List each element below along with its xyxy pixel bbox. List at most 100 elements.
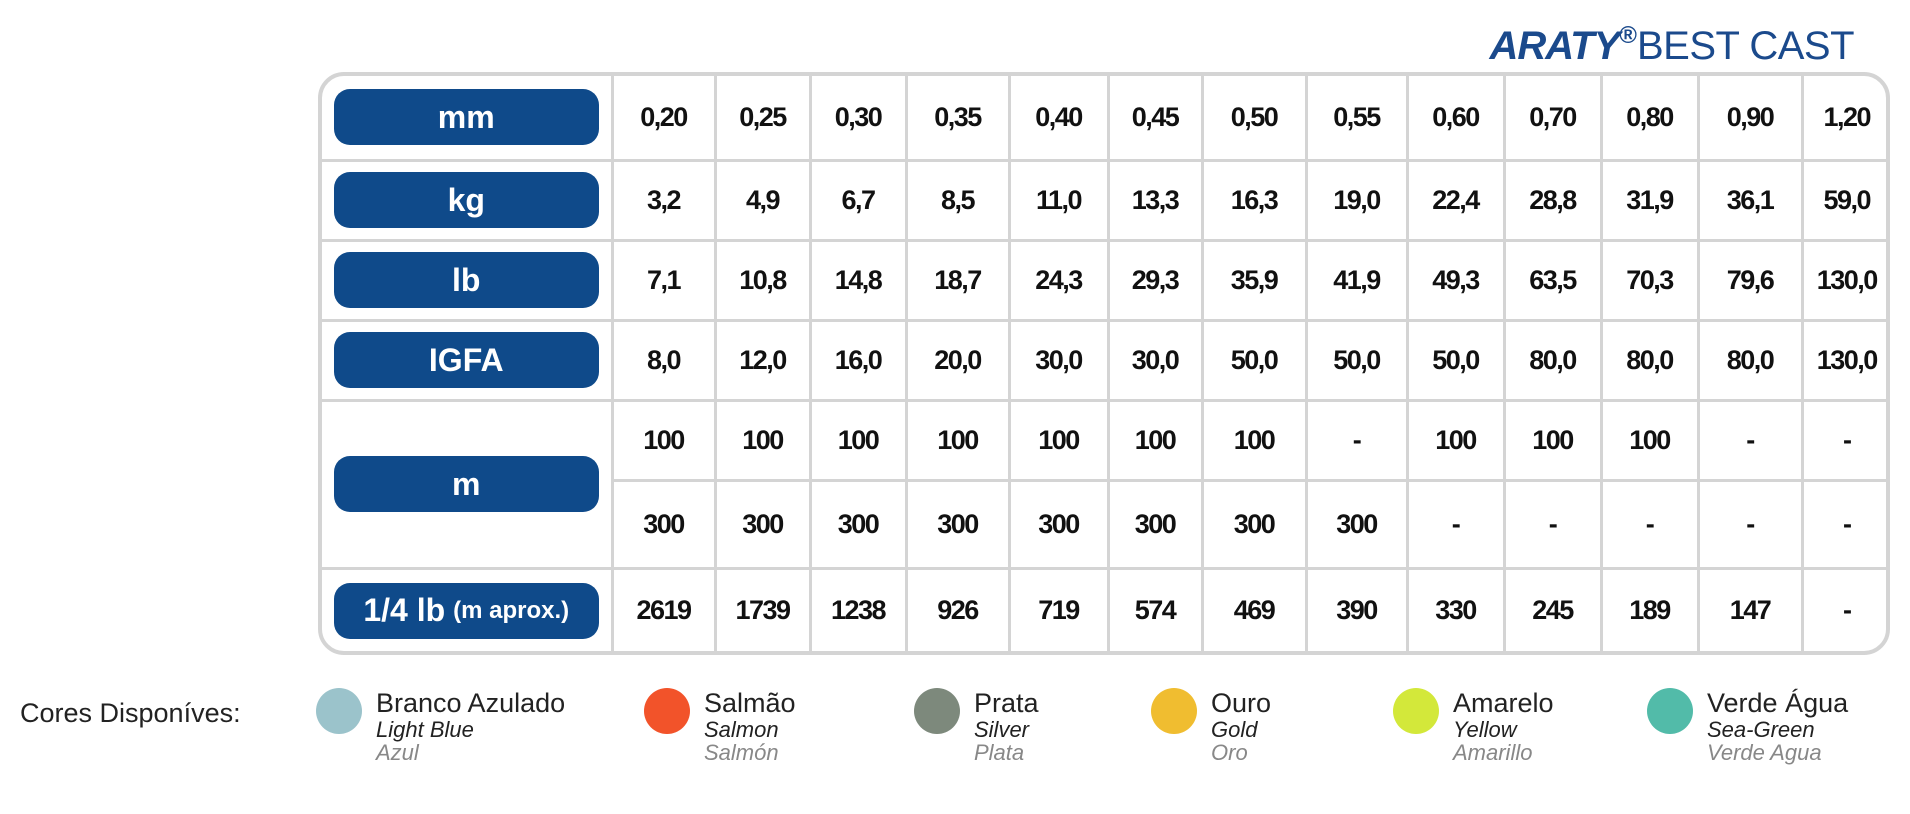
value-cell: 14,8: [808, 238, 908, 322]
value-cell: 100: [713, 398, 812, 482]
color-name-es: Oro: [1211, 740, 1248, 765]
spec-table: mm 0,20 0,25 0,30 0,35 0,40 0,45 0,50 0,55 0,60 0,…: [318, 72, 1890, 655]
value-cell: 12,0: [713, 318, 812, 402]
value-cell: -: [1696, 478, 1804, 570]
value-cell: 70,3: [1599, 238, 1700, 322]
row-label-text: mm: [437, 98, 495, 135]
row-label-cell: 1/4 lb (m aprox.): [322, 566, 614, 651]
value-cell: 80,0: [1599, 318, 1700, 402]
value-cell: 300: [1304, 478, 1409, 570]
value-cell: 6,7: [808, 158, 908, 242]
value-cell: -: [1599, 478, 1700, 570]
color-name-es: Amarillo: [1453, 740, 1533, 765]
value-cell: 1739: [713, 566, 812, 651]
value-cell: 50,0: [1405, 318, 1506, 402]
row-label-text: m: [452, 465, 481, 502]
value-cell: 189: [1599, 566, 1700, 651]
value-cell: 300: [808, 478, 908, 570]
value-cell: 130,0: [1800, 238, 1886, 322]
value-cell: 41,9: [1304, 238, 1409, 322]
color-name-pt: Amarelo: [1453, 688, 1554, 718]
table-row: m 100 100 100 100 100 100 100-100 100 100- -: [322, 398, 1886, 570]
value-cell: 30,0: [1106, 318, 1204, 402]
value-cell: -: [1405, 478, 1506, 570]
value-cell: 0,60: [1405, 76, 1506, 162]
value-cell: 19,0: [1304, 158, 1409, 242]
value-cell: 49,3: [1405, 238, 1506, 322]
table-row: 300 300 300 300 300 300 300 300- - - - -: [322, 478, 1886, 570]
value-cell: -: [1800, 398, 1886, 482]
row-label: 1/4 lb (m aprox.): [334, 582, 599, 639]
color-name-en: Light Blue: [376, 717, 474, 742]
value-cell: 300: [1106, 478, 1204, 570]
value-cell: 0,50: [1200, 76, 1308, 162]
color-name-es: Salmón: [704, 740, 779, 765]
color-name-es: Azul: [376, 740, 419, 765]
value-cell: -: [1502, 478, 1603, 570]
value-cell: 469: [1200, 566, 1308, 651]
color-swatch: [1151, 688, 1197, 734]
color-name-es: Plata: [974, 740, 1025, 765]
color-name-pt: Salmão: [704, 688, 796, 718]
value-cell: 100: [1200, 398, 1308, 482]
value-cell: -: [1800, 478, 1886, 570]
table-row: lb 7,1 10,8 14,8 18,7 24,3 29,3 35,9 41,9 49,3 63,…: [322, 238, 1886, 322]
color-name-es: Verde Agua: [1707, 740, 1822, 765]
table-row: mm 0,20 0,25 0,30 0,35 0,40 0,45 0,50 0,55 0,60 0,…: [322, 76, 1886, 162]
value-cell: 22,4: [1405, 158, 1506, 242]
color-option: Salmão Salmon Salmón: [644, 688, 796, 764]
value-cell: 59,0: [1800, 158, 1886, 242]
color-name-pt: Branco Azulado: [376, 688, 566, 718]
row-label: mm: [334, 89, 599, 146]
value-cell: 50,0: [1304, 318, 1409, 402]
value-cell: 926: [904, 566, 1011, 651]
value-cell: 0,55: [1304, 76, 1409, 162]
color-name-en: Sea-Green: [1707, 717, 1815, 742]
value-cell: 63,5: [1502, 238, 1603, 322]
value-cell: 20,0: [904, 318, 1011, 402]
color-name-pt: Prata: [974, 688, 1039, 718]
value-cell: 574: [1106, 566, 1204, 651]
row-label-text: 1/4 lb: [363, 592, 446, 629]
value-cell: 0,30: [808, 76, 908, 162]
table-row: kg 3,2 4,9 6,7 8,5 11,0 13,3 16,3 19,0 22,4 28,8 31…: [322, 158, 1886, 242]
value-cell: 18,7: [904, 238, 1011, 322]
value-cell: 100: [1405, 398, 1506, 482]
value-cell: 0,35: [904, 76, 1011, 162]
value-cell: 130,0: [1800, 318, 1886, 402]
value-cell: 100: [1106, 398, 1204, 482]
value-cell: 1238: [808, 566, 908, 651]
registered-mark: ®: [1619, 22, 1637, 49]
value-cell: 100: [1007, 398, 1110, 482]
color-option: Branco Azulado Light Blue Azul: [316, 688, 565, 764]
value-cell: 50,0: [1200, 318, 1308, 402]
value-cell: 31,9: [1599, 158, 1700, 242]
colors-label: Cores Disponíves:: [20, 698, 241, 728]
value-cell: 0,70: [1502, 76, 1603, 162]
value-cell: 390: [1304, 566, 1409, 651]
value-cell: 0,25: [713, 76, 812, 162]
row-label: m: [334, 456, 599, 512]
value-cell: 0,20: [610, 76, 717, 162]
value-cell: 16,3: [1200, 158, 1308, 242]
color-option: Amarelo Yellow Amarillo: [1393, 688, 1554, 764]
color-name-en: Silver: [974, 717, 1030, 742]
value-cell: -: [1304, 398, 1409, 482]
value-cell: 0,90: [1696, 76, 1804, 162]
value-cell: 80,0: [1502, 318, 1603, 402]
product-name: BEST CAST: [1636, 24, 1855, 68]
value-cell: 10,8: [713, 238, 812, 322]
value-cell: 29,3: [1106, 238, 1204, 322]
value-cell: 245: [1502, 566, 1603, 651]
row-label-cell: kg: [322, 158, 614, 242]
brand-name: ARATY: [1489, 24, 1620, 68]
color-swatch: [1647, 688, 1693, 734]
row-label: lb: [334, 252, 599, 308]
value-cell: 16,0: [808, 318, 908, 402]
row-label-text: kg: [447, 181, 485, 218]
value-cell: 80,0: [1696, 318, 1804, 402]
value-cell: 300: [1007, 478, 1110, 570]
value-cell: 1,20: [1800, 76, 1886, 162]
value-cell: 79,6: [1696, 238, 1804, 322]
value-cell: 300: [612, 478, 717, 570]
